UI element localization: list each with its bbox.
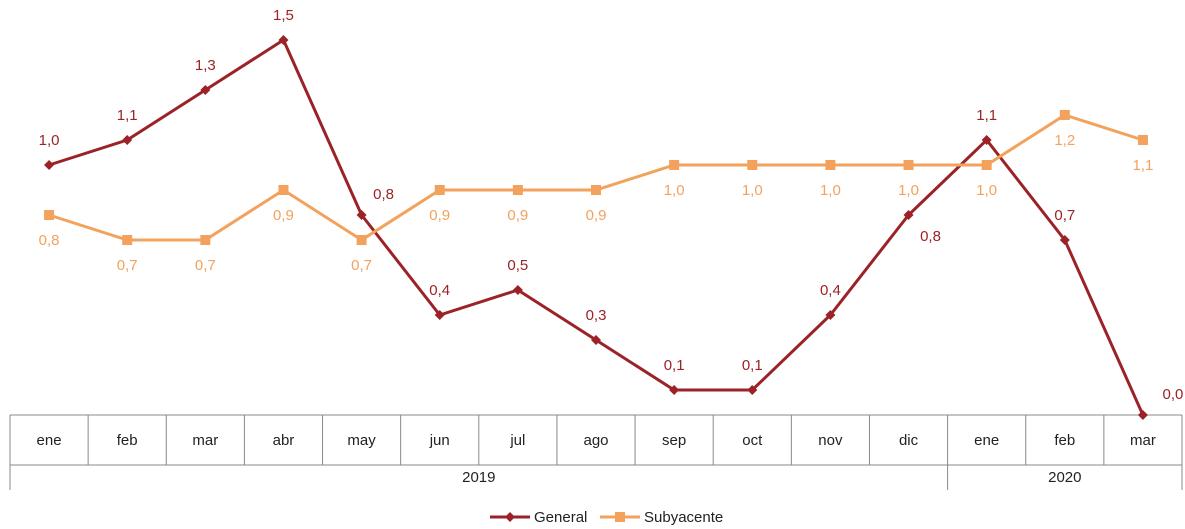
data-label: 0,1 [664,357,685,374]
data-label: 1,0 [820,182,841,199]
data-label: 1,0 [39,132,60,149]
data-label: 1,0 [664,182,685,199]
point [512,185,523,195]
point [669,160,680,170]
x-tick-label: abr [273,432,295,449]
data-label: 1,5 [273,7,294,24]
x-tick-label: may [347,432,376,449]
data-label: 0,1 [742,357,763,374]
point [981,135,992,145]
x-tick-label: sep [662,432,686,449]
point [669,385,680,395]
data-label: 1,2 [1054,132,1075,149]
legend-label: Subyacente [644,509,723,526]
point [356,210,367,220]
x-tick-label: feb [117,432,138,449]
data-label: 1,3 [195,57,216,74]
data-label: 0,5 [507,257,528,274]
point [1059,235,1070,245]
point [1059,110,1070,120]
data-label: 1,0 [742,182,763,199]
x-tick-label: jun [429,432,450,449]
data-label: 1,1 [117,107,138,124]
data-label: 0,9 [429,207,450,224]
data-label: 0,8 [920,228,941,245]
data-label: 0,7 [351,257,372,274]
x-tick-label: mar [1130,432,1156,449]
point [1137,135,1148,145]
data-label: 1,1 [1133,157,1154,174]
point [512,285,523,295]
group-label: 2019 [462,469,495,486]
point [278,35,289,45]
x-tick-label: feb [1054,432,1075,449]
data-label: 0,7 [195,257,216,274]
point [591,335,601,345]
x-tick-label: nov [818,432,843,449]
point [903,160,914,170]
point [356,235,367,245]
point [505,512,515,522]
point [434,310,445,320]
point [981,160,992,170]
point [615,512,625,522]
data-label: 0,8 [373,186,394,203]
point [434,185,445,195]
point [200,235,211,245]
data-label: 0,9 [507,207,528,224]
point [122,235,133,245]
group-label: 2020 [1048,469,1081,486]
x-tick-label: ago [583,432,608,449]
data-label: 0,9 [586,207,607,224]
point [44,160,55,170]
point [1137,410,1148,420]
point [747,385,758,395]
x-tick-label: dic [899,432,919,449]
data-label: 0,9 [273,207,294,224]
x-tick-label: mar [192,432,218,449]
data-label: 0,4 [820,282,841,299]
series-line [48,37,1145,416]
data-label: 0,4 [429,282,450,299]
point [44,210,55,220]
data-label: 0,7 [117,257,138,274]
x-tick-label: jul [509,432,525,449]
point [825,160,836,170]
data-label: 1,1 [976,107,997,124]
point [903,210,914,220]
data-label: 0,3 [586,307,607,324]
x-tick-label: oct [742,432,763,449]
data-label: 1,0 [976,182,997,199]
point [200,85,211,95]
point [122,135,133,145]
data-label: 0,7 [1054,207,1075,224]
point [825,310,836,320]
data-label: 0,8 [39,232,60,249]
legend-label: General [534,509,587,526]
data-label: 0,0 [1163,386,1184,403]
x-tick-label: ene [37,432,62,449]
point [591,185,601,195]
point [278,185,289,195]
x-tick-label: ene [974,432,999,449]
point [747,160,758,170]
data-label: 1,0 [898,182,919,199]
